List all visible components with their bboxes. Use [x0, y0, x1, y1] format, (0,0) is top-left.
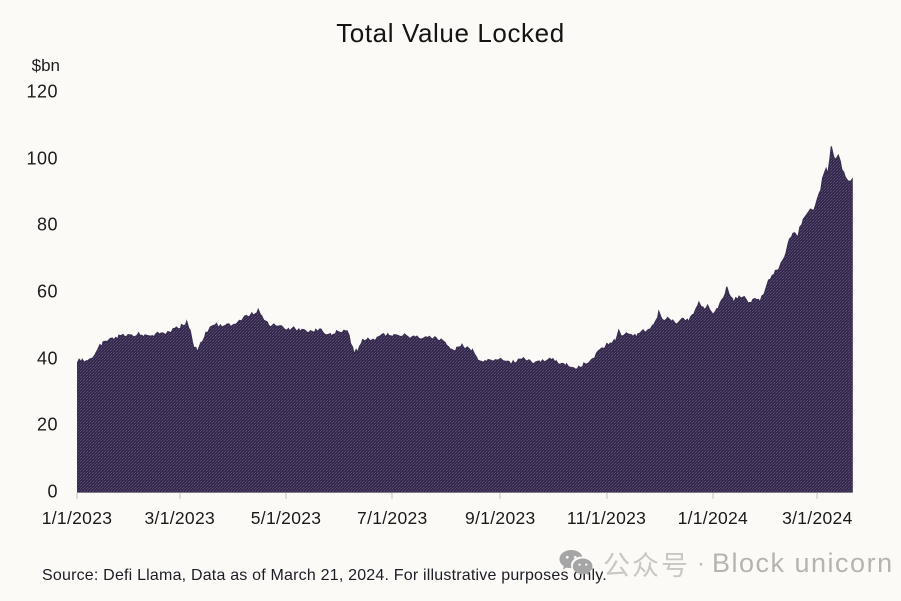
watermark-en-label: Block unicorn: [712, 548, 894, 578]
y-axis-unit-label: $bn: [31, 56, 60, 75]
x-tick-label: 9/1/2023: [465, 508, 536, 528]
source-note: Source: Defi Llama, Data as of March 21,…: [42, 567, 607, 584]
x-tick-label: 7/1/2023: [357, 508, 428, 528]
x-tick-mark: [285, 493, 287, 499]
area-series: [77, 146, 853, 493]
y-tick-label: 80: [36, 214, 58, 235]
x-tick-label: 11/1/2023: [566, 508, 647, 528]
watermark-separator: ·: [697, 549, 705, 577]
x-tick-label: 3/1/2024: [782, 508, 853, 528]
x-tick-mark: [712, 493, 714, 499]
x-tick-label: 3/1/2023: [144, 508, 216, 528]
x-tick-mark: [606, 493, 608, 499]
watermark: 公众号 · Block unicorn: [558, 544, 894, 583]
x-tick-label: 1/1/2024: [677, 508, 749, 528]
y-tick-label: 100: [26, 148, 58, 169]
x-tick-label: 5/1/2023: [250, 508, 322, 528]
y-tick-label: 60: [36, 281, 58, 302]
x-tick-mark: [391, 493, 393, 499]
y-tick-label: 20: [36, 414, 58, 435]
y-tick-label: 40: [36, 348, 58, 369]
chart-title: Total Value Locked: [336, 18, 565, 48]
x-tick-mark: [499, 493, 501, 499]
y-tick-label: 0: [47, 481, 58, 502]
x-tick-mark: [179, 493, 181, 499]
x-tick-label: 1/1/2023: [41, 508, 113, 528]
watermark-cn-label: 公众号: [603, 551, 690, 581]
tvl-area-chart: [77, 146, 853, 493]
x-tick-mark: [76, 493, 78, 499]
y-tick-label: 120: [26, 81, 58, 102]
x-tick-mark: [816, 493, 818, 499]
wechat-icon: [558, 548, 596, 580]
